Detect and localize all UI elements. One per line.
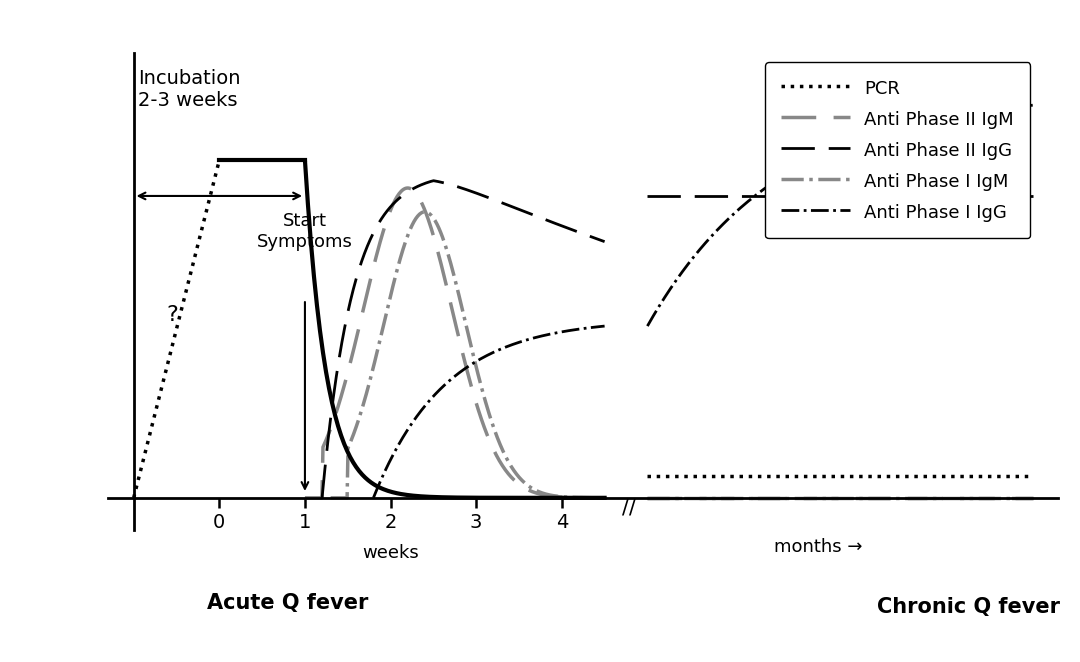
Text: Acute Q fever: Acute Q fever bbox=[207, 593, 368, 613]
Text: Start
Symptoms: Start Symptoms bbox=[257, 212, 353, 251]
Text: months →: months → bbox=[774, 538, 863, 555]
Text: Chronic Q fever: Chronic Q fever bbox=[877, 597, 1059, 617]
Legend: PCR, Anti Phase II IgM, Anti Phase II IgG, Anti Phase I IgM, Anti Phase I IgG: PCR, Anti Phase II IgM, Anti Phase II Ig… bbox=[766, 62, 1030, 238]
Text: weeks: weeks bbox=[362, 544, 419, 561]
Text: Incubation
2-3 weeks: Incubation 2-3 weeks bbox=[138, 69, 241, 110]
Text: //: // bbox=[622, 498, 635, 518]
Text: ?: ? bbox=[166, 305, 178, 325]
